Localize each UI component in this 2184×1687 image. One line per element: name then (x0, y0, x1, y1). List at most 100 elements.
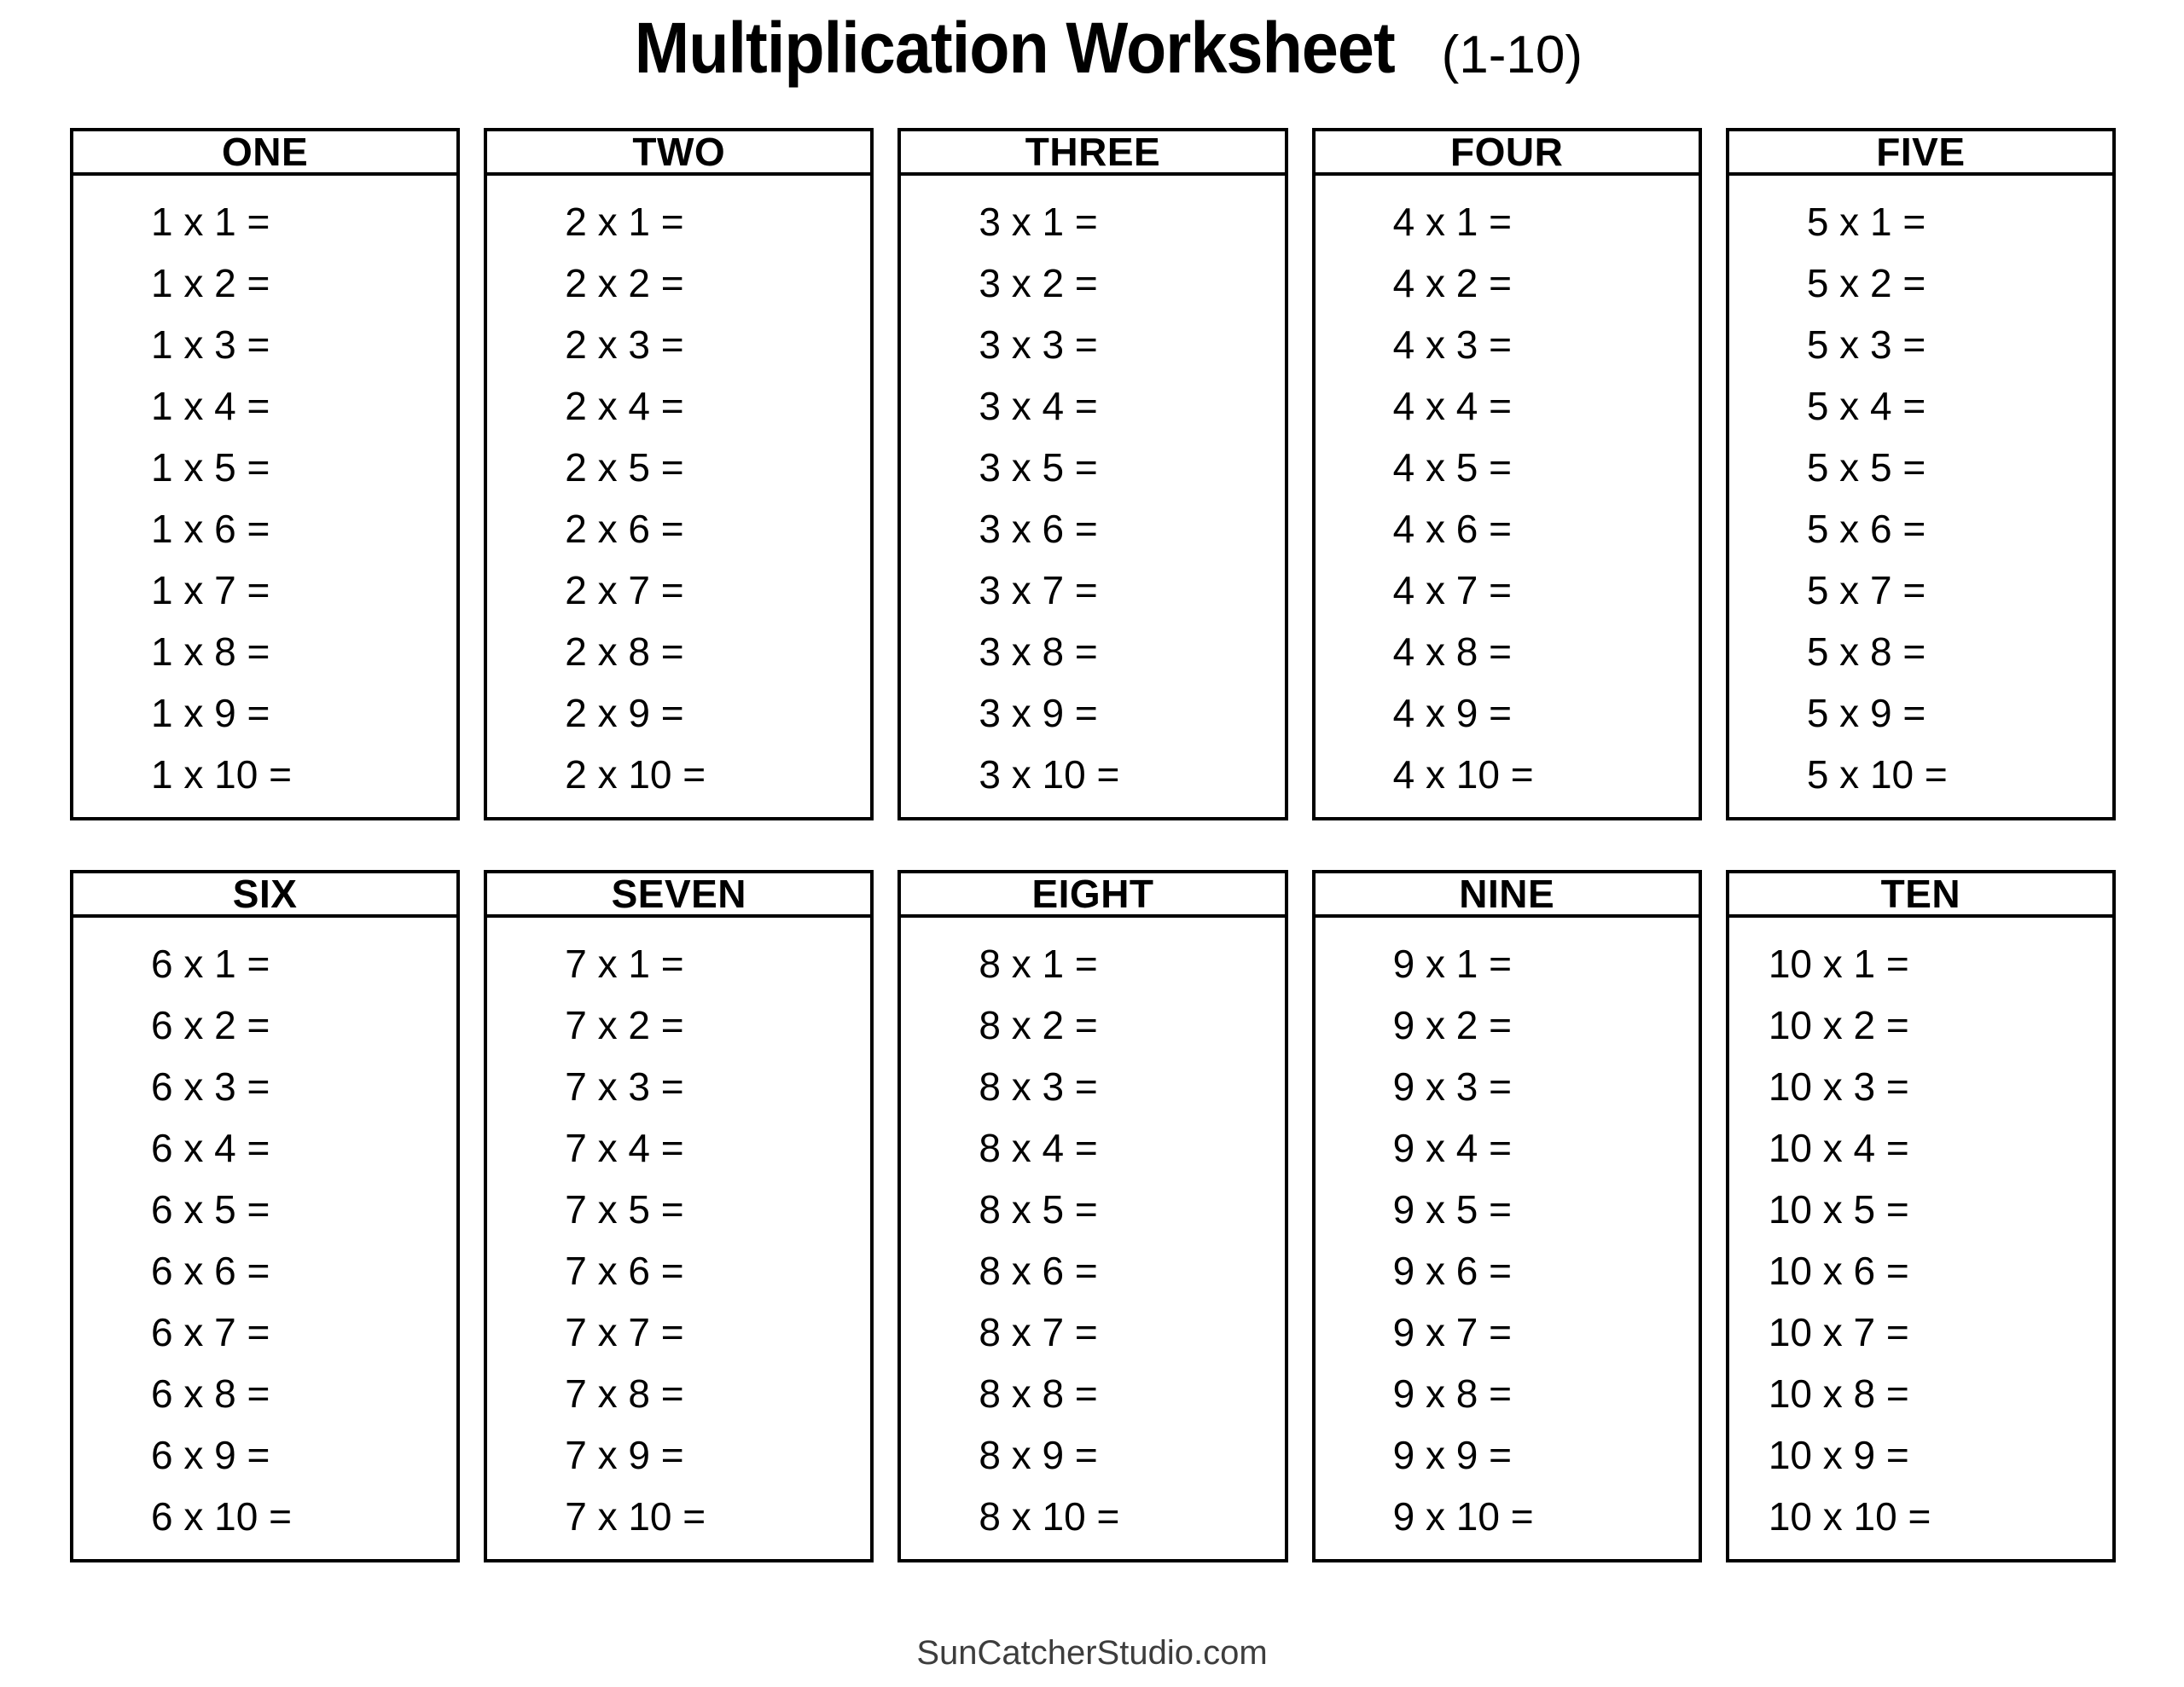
problem-row: 2 x 3 = (565, 322, 684, 367)
problem-row: 7 x 2 = (565, 1003, 684, 1047)
problem-row: 7 x 9 = (565, 1433, 684, 1477)
problem-row: 7 x 1 = (565, 942, 684, 986)
problem-row: 3 x 6 = (979, 507, 1098, 551)
problem-row: 4 x 8 = (1392, 629, 1512, 674)
problem-row: 2 x 2 = (565, 261, 684, 305)
table-header-five: FIVE (1728, 130, 2113, 176)
table-header-eight: EIGHT (901, 873, 1285, 918)
multiplication-table-nine: NINE 9 x 1 = 9 x 2 = 9 x 3 = 9 x 4 = 9 x… (1311, 870, 1702, 1562)
multiplication-table-four: FOUR 4 x 1 = 4 x 2 = 4 x 3 = 4 x 4 = 4 x… (1311, 128, 1702, 820)
problem-row: 7 x 7 = (565, 1310, 684, 1354)
problem-row: 3 x 5 = (979, 445, 1098, 490)
problem-row: 6 x 8 = (151, 1371, 270, 1416)
table-header-label: TWO (632, 130, 726, 174)
problem-row: 3 x 9 = (979, 691, 1098, 735)
problem-row: 3 x 3 = (979, 322, 1098, 367)
problem-row: 4 x 6 = (1392, 507, 1512, 551)
table-body-seven: 7 x 1 = 7 x 2 = 7 x 3 = 7 x 4 = 7 x 5 = … (487, 918, 870, 1559)
problem-row: 3 x 1 = (979, 200, 1098, 244)
problem-row: 5 x 2 = (1806, 261, 1926, 305)
table-header-label: SEVEN (611, 872, 747, 916)
problem-row: 4 x 2 = (1392, 261, 1512, 305)
table-body-eight: 8 x 1 = 8 x 2 = 8 x 3 = 8 x 4 = 8 x 5 = … (901, 918, 1284, 1559)
problem-row: 5 x 8 = (1806, 629, 1926, 674)
problem-row: 8 x 6 = (979, 1249, 1098, 1293)
table-body-two: 2 x 1 = 2 x 2 = 2 x 3 = 2 x 4 = 2 x 5 = … (487, 176, 870, 817)
multiplication-table-five: FIVE 5 x 1 = 5 x 2 = 5 x 3 = 5 x 4 = 5 x… (1725, 128, 2117, 820)
table-body-five: 5 x 1 = 5 x 2 = 5 x 3 = 5 x 4 = 5 x 5 = … (1729, 176, 2112, 817)
problem-row: 2 x 1 = (565, 200, 684, 244)
multiplication-table-three: THREE 3 x 1 = 3 x 2 = 3 x 3 = 3 x 4 = 3 … (897, 128, 1288, 820)
problem-row: 10 x 1 = (1768, 942, 1909, 986)
problem-row: 6 x 3 = (151, 1064, 270, 1109)
page-title-main: Multiplication Worksheet (634, 8, 1396, 88)
problem-row: 9 x 7 = (1392, 1310, 1512, 1354)
problem-row: 2 x 10 = (565, 752, 706, 797)
table-header-one: ONE (73, 130, 457, 176)
problem-row: 3 x 8 = (979, 629, 1098, 674)
problem-row: 5 x 10 = (1806, 752, 1948, 797)
table-header-label: SIX (232, 872, 298, 916)
table-header-label: FIVE (1876, 130, 1966, 174)
problem-row: 9 x 9 = (1392, 1433, 1512, 1477)
multiplication-table-seven: SEVEN 7 x 1 = 7 x 2 = 7 x 3 = 7 x 4 = 7 … (484, 870, 874, 1562)
problem-row: 1 x 7 = (151, 568, 270, 612)
table-header-label: NINE (1459, 872, 1555, 916)
problem-row: 7 x 3 = (565, 1064, 684, 1109)
problem-row: 6 x 1 = (151, 942, 270, 986)
problem-row: 3 x 2 = (979, 261, 1098, 305)
problem-row: 6 x 6 = (151, 1249, 270, 1293)
problem-row: 9 x 5 = (1392, 1187, 1512, 1232)
problem-row: 8 x 10 = (979, 1494, 1120, 1539)
problem-row: 10 x 2 = (1768, 1003, 1909, 1047)
multiplication-table-ten: TEN 10 x 1 = 10 x 2 = 10 x 3 = 10 x 4 = … (1725, 870, 2117, 1562)
problem-row: 9 x 8 = (1392, 1371, 1512, 1416)
table-header-nine: NINE (1315, 872, 1699, 918)
table-header-label: ONE (222, 130, 309, 174)
page-title: Multiplication Worksheet (1-10) (0, 0, 2184, 92)
problem-row: 6 x 2 = (151, 1003, 270, 1047)
multiplication-table-one: ONE 1 x 1 = 1 x 2 = 1 x 3 = 1 x 4 = 1 x … (70, 128, 461, 820)
problem-row: 10 x 10 = (1768, 1494, 1931, 1539)
problem-row: 10 x 9 = (1768, 1433, 1909, 1477)
problem-row: 2 x 8 = (565, 629, 684, 674)
table-header-seven: SEVEN (487, 872, 871, 918)
problem-row: 10 x 3 = (1768, 1064, 1909, 1109)
problem-row: 4 x 3 = (1392, 322, 1512, 367)
problem-row: 8 x 2 = (979, 1003, 1098, 1047)
problem-row: 7 x 6 = (565, 1249, 684, 1293)
problem-row: 8 x 3 = (979, 1064, 1098, 1109)
problem-row: 4 x 10 = (1392, 752, 1534, 797)
problem-row: 4 x 5 = (1392, 445, 1512, 490)
problem-row: 7 x 10 = (565, 1494, 706, 1539)
problem-row: 10 x 5 = (1768, 1187, 1909, 1232)
problem-row: 3 x 4 = (979, 384, 1098, 428)
problem-row: 2 x 6 = (565, 507, 684, 551)
problem-row: 2 x 4 = (565, 384, 684, 428)
problem-row: 8 x 4 = (979, 1126, 1098, 1170)
footer: SunCatcherStudio.com (0, 1634, 2184, 1673)
table-body-nine: 9 x 1 = 9 x 2 = 9 x 3 = 9 x 4 = 9 x 5 = … (1316, 918, 1699, 1559)
table-header-six: SIX (73, 872, 457, 918)
table-body-ten: 10 x 1 = 10 x 2 = 10 x 3 = 10 x 4 = 10 x… (1729, 918, 2112, 1559)
problem-row: 5 x 9 = (1806, 691, 1926, 735)
multiplication-table-two: TWO 2 x 1 = 2 x 2 = 2 x 3 = 2 x 4 = 2 x … (484, 128, 874, 820)
table-row-bottom: SIX 6 x 1 = 6 x 2 = 6 x 3 = 6 x 4 = 6 x … (70, 870, 2117, 1562)
table-header-ten: TEN (1728, 873, 2113, 918)
multiplication-table-six: SIX 6 x 1 = 6 x 2 = 6 x 3 = 6 x 4 = 6 x … (70, 870, 461, 1562)
problem-row: 1 x 5 = (151, 445, 270, 490)
problem-row: 10 x 4 = (1768, 1126, 1909, 1170)
problem-row: 5 x 5 = (1806, 445, 1926, 490)
problem-row: 6 x 4 = (151, 1126, 270, 1170)
problem-row: 6 x 7 = (151, 1310, 270, 1354)
footer-credit: SunCatcherStudio.com (916, 1634, 1268, 1672)
problem-row: 7 x 5 = (565, 1187, 684, 1232)
problem-row: 1 x 9 = (151, 691, 270, 735)
problem-row: 5 x 6 = (1806, 507, 1926, 551)
problem-row: 7 x 4 = (565, 1126, 684, 1170)
problem-row: 10 x 8 = (1768, 1371, 1909, 1416)
problem-row: 4 x 4 = (1392, 384, 1512, 428)
problem-row: 5 x 1 = (1806, 200, 1926, 244)
multiplication-table-eight: EIGHT 8 x 1 = 8 x 2 = 8 x 3 = 8 x 4 = 8 … (897, 870, 1288, 1562)
problem-row: 8 x 1 = (979, 942, 1098, 986)
